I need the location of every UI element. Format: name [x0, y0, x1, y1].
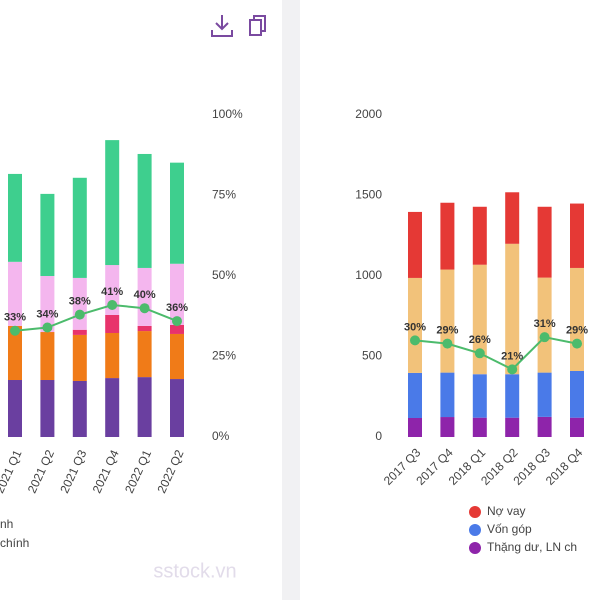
bar-segment [570, 370, 584, 418]
bar-segment [170, 333, 184, 380]
bar-segment [537, 206, 552, 278]
y2-tick-label: 75% [212, 188, 236, 202]
bar-segment [40, 380, 55, 437]
line-point [139, 303, 150, 314]
line-point [172, 316, 182, 327]
download-icon[interactable] [211, 15, 233, 37]
bar-segment [105, 332, 120, 379]
data-label: 34% [36, 308, 58, 320]
bar-segment [40, 276, 55, 333]
line-point [74, 309, 85, 320]
line-point [10, 325, 20, 336]
bar-segment [440, 372, 455, 418]
ratio-line [414, 336, 578, 371]
y-tick-label: 1000 [355, 268, 382, 282]
bar-segment [137, 331, 152, 378]
bar-segment [137, 153, 152, 268]
bar-segment [570, 267, 584, 371]
bar-segment [440, 202, 455, 270]
line-point [410, 335, 420, 346]
bar-segment [440, 417, 455, 437]
data-label: 36% [166, 302, 188, 314]
bar-segment [408, 277, 422, 373]
bar-segment [105, 314, 120, 333]
bar-segment [105, 140, 120, 266]
line-point [474, 348, 485, 359]
bar-segment [8, 173, 22, 262]
data-label: 38% [69, 296, 91, 308]
bar-segment [40, 193, 55, 276]
bar-segment [72, 334, 87, 381]
bar-segment [8, 261, 22, 326]
bar-segment [170, 379, 184, 437]
line-point [539, 332, 550, 343]
line-point [572, 338, 582, 349]
bar-segment [472, 264, 487, 375]
bar-segment [408, 418, 422, 437]
bar-segment [105, 378, 120, 437]
bar-segment [137, 325, 152, 332]
ratio-line [14, 303, 178, 332]
line-point [507, 364, 518, 375]
legend-swatch [469, 542, 481, 554]
bar-segment [537, 372, 552, 417]
bar-segment [472, 417, 487, 437]
bar-segment [408, 211, 422, 278]
bar-segment [8, 325, 22, 381]
watermark: sstock.vn [153, 560, 236, 582]
bar-segment [537, 416, 552, 437]
bar-segment [505, 417, 520, 437]
y2-tick-label: 25% [212, 349, 236, 363]
bar-segment [537, 277, 552, 373]
data-label: 29% [436, 325, 458, 337]
bar-segment [505, 192, 520, 244]
bar-segment [72, 329, 87, 335]
bar-segment [72, 177, 87, 278]
legend-label: Nợ vay [487, 504, 526, 518]
bar-segment [40, 332, 55, 381]
line-point [42, 322, 53, 333]
legend-swatch [469, 506, 481, 518]
bar-segment [472, 374, 487, 418]
bar-segment [408, 372, 422, 419]
bar-segment [170, 263, 184, 325]
bar-segment [440, 269, 455, 373]
data-label: 30% [404, 321, 426, 333]
y-tick-label: 1500 [355, 188, 382, 202]
data-label: 26% [469, 334, 491, 346]
legend-label: chính [0, 536, 29, 550]
bar-segment [570, 417, 584, 437]
bar-segment [170, 162, 184, 264]
legend-label: Thặng dư, LN ch [487, 540, 577, 554]
bar-segment [505, 243, 520, 375]
line-point [442, 338, 453, 349]
line-point [107, 299, 118, 310]
data-label: 29% [566, 325, 588, 337]
y-tick-label: 500 [362, 349, 382, 363]
data-label: 40% [134, 289, 156, 301]
data-label: 21% [501, 350, 523, 362]
legend-label: nh [0, 517, 13, 531]
legend-label: Vốn góp [487, 522, 532, 536]
data-label: 41% [101, 286, 123, 298]
copy-icon[interactable] [249, 15, 266, 36]
bar-segment [137, 377, 152, 437]
bar-segment [505, 374, 520, 418]
bar-segment [570, 203, 584, 268]
y2-tick-label: 50% [212, 268, 236, 282]
bar-segment [170, 324, 184, 334]
bar-segment [8, 380, 22, 437]
legend-swatch [469, 524, 481, 536]
bar-segment [72, 380, 87, 437]
y2-tick-label: 0% [212, 429, 230, 443]
data-label: 31% [534, 318, 556, 330]
y-tick-label: 2000 [355, 107, 382, 121]
y-tick-label: 0 [375, 429, 382, 443]
data-label: 33% [4, 312, 26, 324]
bar-segment [472, 206, 487, 265]
y2-tick-label: 100% [212, 107, 243, 121]
